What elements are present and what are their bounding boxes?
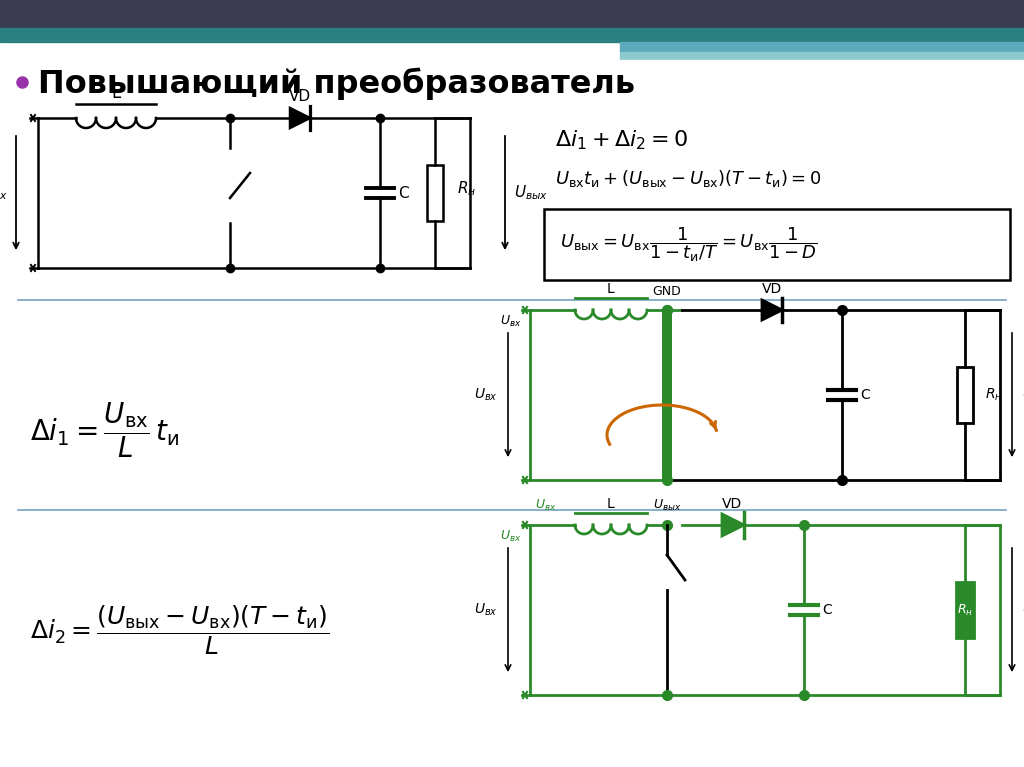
Text: $U_{вых}$: $U_{вых}$ [514,183,548,202]
Bar [620,52,1024,60]
Text: $\Delta i_1 + \Delta i_2 = 0$: $\Delta i_1 + \Delta i_2 = 0$ [555,128,688,152]
Text: GND: GND [652,285,681,298]
Text: C: C [860,388,869,402]
Text: $R_{н}$: $R_{н}$ [985,387,1002,403]
Bar [0,28,1024,42]
Bar [620,60,1024,65]
Polygon shape [290,108,310,128]
Polygon shape [722,514,744,536]
Text: C: C [822,603,831,617]
Text: $U_{вых}$: $U_{вых}$ [1022,387,1024,403]
Bar [956,582,974,638]
Bar [427,165,443,221]
Text: $U_{вых}$: $U_{вых}$ [1022,602,1024,618]
Text: $U_{вх}$: $U_{вх}$ [535,498,557,513]
Text: $R_{н}$: $R_{н}$ [457,179,476,199]
Text: $U_{\mathrm{вх}}t_{\mathrm{и}} + (U_{\mathrm{вых}} - U_{\mathrm{вх}})(T - t_{\ma: $U_{\mathrm{вх}}t_{\mathrm{и}} + (U_{\ma… [555,168,821,189]
Text: $U_{вх}$: $U_{вх}$ [474,387,498,403]
Text: $R_{н}$: $R_{н}$ [957,602,973,617]
Bar [0,0,1024,28]
Text: $U_{вх}$: $U_{вх}$ [474,602,498,618]
Text: VD: VD [762,282,782,296]
Polygon shape [762,300,782,320]
Text: $U_{вх}$: $U_{вх}$ [0,183,8,202]
Text: $\Delta i_1 = \dfrac{U_{\mathrm{вх}}}{L}\,t_{\mathrm{и}}$: $\Delta i_1 = \dfrac{U_{\mathrm{вх}}}{L}… [30,400,179,459]
Text: $U_{\mathrm{вых}} = U_{\mathrm{вх}}\dfrac{1}{1 - t_{\mathrm{и}}/T} = U_{\mathrm{: $U_{\mathrm{вых}} = U_{\mathrm{вх}}\dfra… [560,225,818,264]
Bar [662,310,672,480]
Text: L: L [112,84,121,102]
Text: $U_{вых}$: $U_{вых}$ [652,498,681,513]
Text: C: C [398,186,409,200]
Bar [957,367,973,423]
Text: $\Delta i_2 = \dfrac{(U_{\mathrm{вых}} - U_{\mathrm{вх}})(T - t_{\mathrm{и}})}{L: $\Delta i_2 = \dfrac{(U_{\mathrm{вых}} -… [30,604,330,657]
Text: $U_{вх}$: $U_{вх}$ [501,314,522,329]
Text: L: L [607,497,614,511]
Bar [620,42,1024,52]
Text: L: L [607,282,614,296]
Text: Повышающий преобразователь: Повышающий преобразователь [38,67,635,100]
Text: $U_{вх}$: $U_{вх}$ [501,529,522,544]
Text: VD: VD [722,497,742,511]
Text: VD: VD [289,89,311,104]
